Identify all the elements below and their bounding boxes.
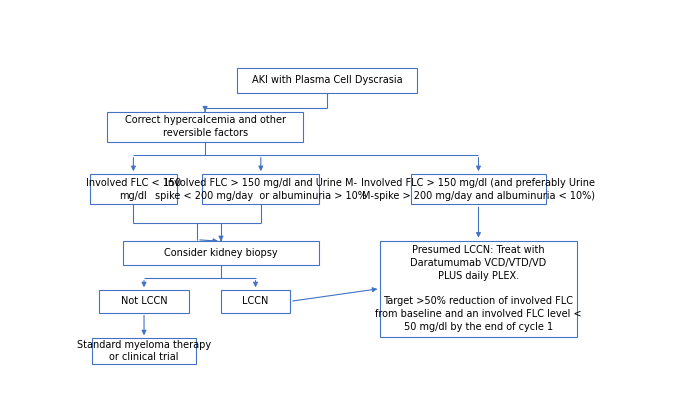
Text: Involved FLC < 150
mg/dl: Involved FLC < 150 mg/dl bbox=[86, 178, 181, 201]
FancyBboxPatch shape bbox=[90, 174, 177, 205]
FancyBboxPatch shape bbox=[237, 67, 417, 93]
Text: Not LCCN: Not LCCN bbox=[121, 296, 167, 306]
FancyBboxPatch shape bbox=[380, 240, 577, 337]
FancyBboxPatch shape bbox=[203, 174, 319, 205]
FancyBboxPatch shape bbox=[107, 111, 303, 142]
Text: Standard myeloma therapy
or clinical trial: Standard myeloma therapy or clinical tri… bbox=[77, 339, 211, 362]
FancyBboxPatch shape bbox=[221, 290, 290, 312]
Text: Presumed LCCN: Treat with
Daratumumab VCD/VTD/VD
PLUS daily PLEX.

Target >50% r: Presumed LCCN: Treat with Daratumumab VC… bbox=[375, 245, 582, 332]
FancyBboxPatch shape bbox=[411, 174, 546, 205]
Text: Consider kidney biopsy: Consider kidney biopsy bbox=[164, 248, 278, 258]
FancyBboxPatch shape bbox=[123, 241, 319, 265]
Text: Involved FLC > 150 mg/dl (and preferably Urine
M-spike > 200 mg/day and albuminu: Involved FLC > 150 mg/dl (and preferably… bbox=[362, 178, 595, 201]
FancyBboxPatch shape bbox=[99, 290, 189, 312]
Text: Involved FLC > 150 mg/dl and Urine M-
spike < 200 mg/day  or albuminuria > 10%: Involved FLC > 150 mg/dl and Urine M- sp… bbox=[155, 178, 366, 201]
Text: AKI with Plasma Cell Dyscrasia: AKI with Plasma Cell Dyscrasia bbox=[252, 75, 403, 85]
FancyBboxPatch shape bbox=[92, 338, 196, 364]
Text: Correct hypercalcemia and other
reversible factors: Correct hypercalcemia and other reversib… bbox=[125, 115, 286, 138]
Text: LCCN: LCCN bbox=[242, 296, 269, 306]
